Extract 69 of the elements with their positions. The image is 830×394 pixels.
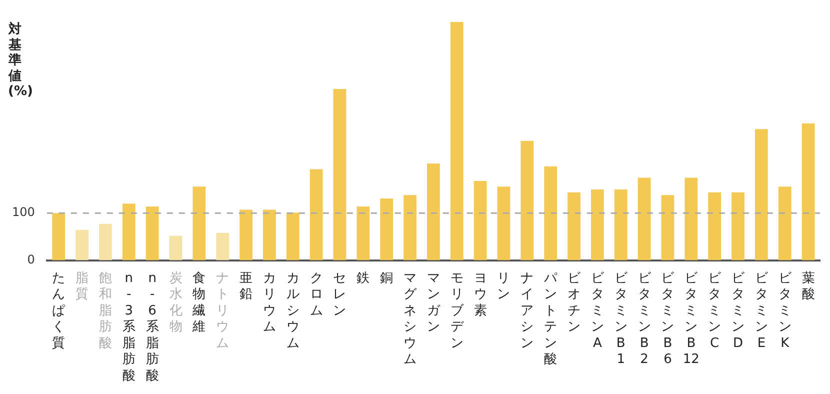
bar [474, 180, 487, 260]
bar [450, 22, 464, 260]
bar [404, 195, 416, 260]
bar [708, 192, 722, 260]
x-tick-label: ビタミンC [708, 270, 722, 351]
x-tick-label: ビタミンA [590, 270, 605, 351]
bar [778, 186, 792, 260]
x-tick-label: カリウム [262, 270, 276, 334]
bar [52, 213, 66, 260]
bar [356, 206, 370, 260]
bar [263, 210, 276, 260]
y-axis-title: 対基準値(%) [8, 22, 33, 100]
x-tick-label: モリブデン [450, 270, 464, 351]
bar [169, 236, 182, 260]
bar [146, 206, 159, 260]
x-tick-label: ビタミンB2 [638, 270, 652, 367]
x-tick-label: マンガン [426, 270, 441, 334]
y-tick-label: 0 [27, 252, 35, 266]
x-tick-label: ビタミンB1 [614, 270, 628, 367]
x-tick-label: ビタミンE [754, 270, 769, 351]
bar [240, 210, 252, 260]
x-tick-label: 食物繊維 [192, 270, 206, 334]
x-tick-label: クロム [310, 270, 323, 318]
x-tick-label: 葉酸 [802, 270, 815, 302]
x-tick-label: 炭水化物 [169, 270, 182, 334]
y-tick-label: 100 [12, 205, 35, 220]
bar [732, 192, 744, 260]
x-tick-label: たんぱく質 [52, 270, 66, 351]
x-tick-label: 飽和脂肪酸 [98, 270, 112, 351]
bar [544, 166, 558, 260]
x-tick-label: 亜鉛 [240, 270, 253, 302]
x-tick-label: ナトリウム [216, 270, 230, 351]
bar [380, 198, 394, 260]
bar [216, 232, 230, 260]
bar [754, 129, 768, 260]
x-tick-label: ビタミンB12 [682, 270, 700, 367]
x-tick-label: ビタミンD [732, 270, 746, 351]
x-tick-label: リン [497, 270, 510, 302]
bar [192, 186, 206, 260]
bar [568, 192, 580, 260]
x-tick-label: ビタミンB6 [661, 270, 676, 367]
bar [684, 178, 698, 260]
bar [286, 212, 300, 260]
x-tick-label: 脂質 [76, 270, 89, 302]
x-tick-label: 銅 [380, 270, 394, 286]
x-tick-label: 鉄 [356, 270, 370, 286]
x-tick-label: パントテン酸 [543, 270, 558, 367]
bar [76, 230, 88, 260]
x-tick-label: ビオチン [568, 270, 582, 334]
x-tick-label: ビタミンK [778, 270, 792, 351]
bar [333, 88, 346, 260]
x-tick-label: カルシウム [286, 270, 300, 351]
bar [802, 123, 815, 260]
bar [497, 186, 510, 260]
bar [520, 140, 534, 260]
x-tick-label: セレン [333, 270, 346, 318]
x-tick-label: ナイアシン [520, 270, 534, 351]
x-tick-label: n-6系脂肪酸 [146, 270, 159, 384]
bar [614, 189, 628, 260]
x-tick-label: ヨウ素 [474, 270, 487, 318]
x-tick-label: マグネシウム [404, 270, 418, 367]
x-tick-label: n-3系脂肪酸 [122, 270, 136, 384]
bar [310, 169, 323, 260]
bar [661, 195, 674, 260]
bar [427, 164, 440, 260]
bar [122, 204, 136, 260]
bar [591, 189, 604, 260]
bar [638, 178, 651, 260]
bar [99, 224, 112, 260]
